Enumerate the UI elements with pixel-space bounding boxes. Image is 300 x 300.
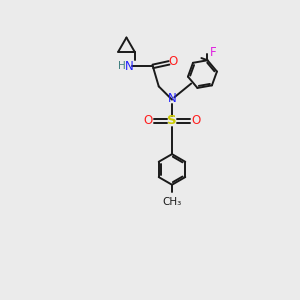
Text: N: N bbox=[168, 92, 177, 105]
Text: O: O bbox=[143, 114, 152, 127]
Text: CH₃: CH₃ bbox=[162, 197, 182, 207]
Text: O: O bbox=[169, 55, 178, 68]
Text: H: H bbox=[118, 61, 126, 71]
Text: N: N bbox=[125, 60, 134, 73]
Text: S: S bbox=[167, 114, 177, 127]
Text: F: F bbox=[209, 46, 216, 59]
Text: O: O bbox=[191, 114, 201, 127]
